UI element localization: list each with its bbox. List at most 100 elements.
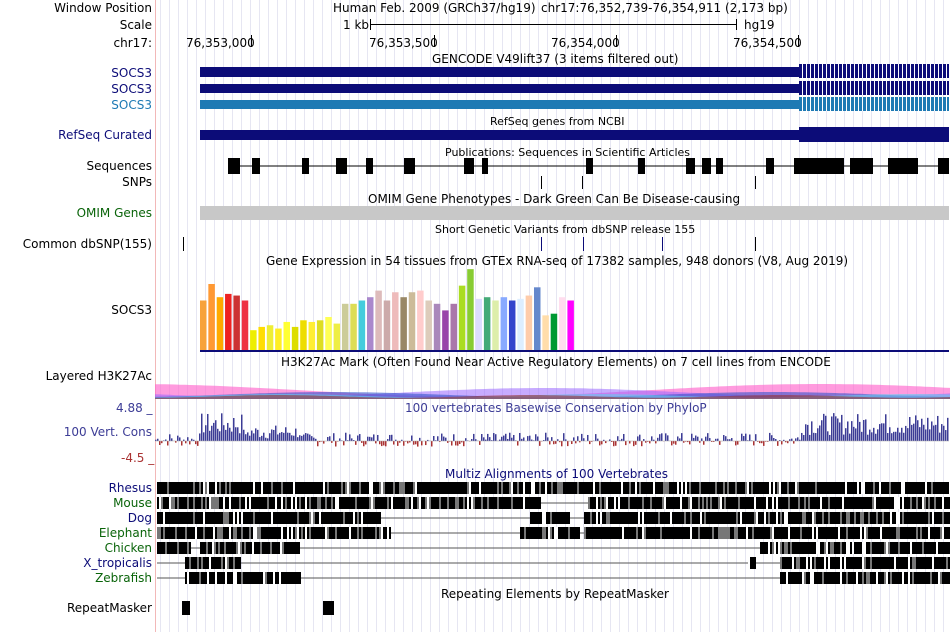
alignment-block	[549, 482, 551, 494]
species-label-rhesus[interactable]: Rhesus	[108, 481, 152, 495]
cons-bar	[355, 441, 357, 445]
alignment-block	[948, 542, 950, 554]
alignment-block	[558, 527, 560, 539]
db-text: hg19	[744, 18, 775, 32]
species-label-zebrafish[interactable]: Zebrafish	[95, 571, 152, 585]
alignment-block	[165, 527, 167, 539]
repeatmasker-label[interactable]: RepeatMasker	[66, 601, 152, 615]
alignment-block	[858, 512, 860, 524]
gtex-label[interactable]: SOCS3	[111, 303, 152, 317]
alignment-block	[812, 542, 814, 554]
species-label-mouse[interactable]: Mouse	[113, 496, 152, 510]
alignment-block	[487, 497, 489, 509]
alignment-block	[796, 512, 798, 524]
alignment-block	[750, 527, 752, 539]
alignment-block	[365, 497, 367, 509]
alignment-block	[554, 512, 556, 524]
alignment-block	[225, 557, 227, 569]
alignment-block	[628, 512, 630, 524]
alignment-block	[920, 572, 922, 584]
alignment-block	[922, 512, 924, 524]
cons-bar	[797, 437, 799, 441]
alignment-block	[551, 482, 553, 494]
alignment-block	[723, 482, 725, 494]
cons-bar	[539, 441, 541, 446]
alignment-block	[205, 572, 207, 584]
alignment-block	[879, 482, 881, 494]
snps-label[interactable]: SNPs	[122, 175, 152, 189]
alignment-block	[397, 482, 399, 494]
alignment-block	[790, 542, 792, 554]
alignment-block	[159, 542, 161, 554]
alignment-block	[780, 557, 782, 569]
alignment-block	[826, 557, 828, 569]
alignment-block	[217, 482, 219, 494]
gencode-item-label[interactable]: SOCS3	[111, 98, 152, 112]
alignment-block	[759, 482, 761, 494]
alignment-block	[547, 482, 549, 494]
dbsnp-label[interactable]: Common dbSNP(155)	[22, 237, 152, 251]
alignment-block	[930, 542, 932, 554]
alignment-block	[821, 482, 823, 494]
alignment-block	[272, 542, 274, 554]
refseq-cds[interactable]	[799, 127, 949, 142]
alignment-block	[746, 527, 748, 539]
repeat-element[interactable]	[323, 601, 334, 615]
alignment-block	[916, 557, 918, 569]
gencode-item-label[interactable]: SOCS3	[111, 82, 152, 96]
alignment-block	[179, 482, 181, 494]
species-label-dog[interactable]: Dog	[127, 511, 152, 525]
species-label-chicken[interactable]: Chicken	[104, 541, 152, 555]
refseq-transcript[interactable]	[200, 130, 799, 140]
alignment-block	[760, 527, 762, 539]
alignment-block	[850, 572, 852, 584]
h3k27ac-label[interactable]: Layered H3K27Ac	[45, 369, 152, 383]
cons-bar	[253, 433, 255, 441]
alignment-block	[213, 482, 215, 494]
alignment-block	[860, 572, 862, 584]
gencode-cds[interactable]	[799, 81, 949, 95]
alignment-block	[389, 482, 391, 494]
alignment-block	[221, 572, 223, 584]
alignment-block	[853, 482, 855, 494]
repeat-element[interactable]	[182, 601, 190, 615]
alignment-block	[940, 557, 942, 569]
gencode-transcript[interactable]	[200, 84, 799, 93]
gencode-item-label[interactable]: SOCS3	[111, 66, 152, 80]
cons-label[interactable]: 100 Vert. Cons	[63, 425, 152, 439]
alignment-block	[323, 482, 325, 494]
alignment-block	[602, 512, 604, 524]
gencode-cds[interactable]	[799, 64, 949, 78]
alignment-block	[830, 497, 832, 509]
cons-bar	[793, 441, 795, 444]
cons-bar	[725, 436, 727, 441]
publications-label[interactable]: Sequences	[86, 159, 152, 173]
species-label-elephant[interactable]: Elephant	[98, 526, 152, 540]
species-label-x-tropicalis[interactable]: X_tropicalis	[83, 556, 152, 570]
alignment-block	[241, 512, 243, 524]
alignment-block	[351, 527, 353, 539]
omim-label[interactable]: OMIM Genes	[76, 206, 152, 220]
alignment-block	[910, 527, 912, 539]
alignment-block	[626, 497, 628, 509]
alignment-block	[894, 497, 896, 509]
cons-bar	[753, 441, 755, 446]
alignment-block	[433, 482, 435, 494]
alignment-block	[820, 497, 822, 509]
alignment-block	[838, 557, 840, 569]
gencode-transcript[interactable]	[200, 67, 799, 77]
alignment-block	[191, 497, 193, 509]
alignment-block	[661, 482, 663, 494]
alignment-block	[762, 512, 764, 524]
alignment-block	[269, 512, 271, 524]
alignment-block	[696, 497, 698, 509]
omim-gene-bar[interactable]	[200, 206, 949, 220]
refseq-label[interactable]: RefSeq Curated	[58, 128, 152, 142]
gencode-cds[interactable]	[799, 97, 949, 111]
alignment-block	[361, 482, 363, 494]
alignment-block	[725, 482, 727, 494]
alignment-block	[610, 527, 612, 539]
alignment-block	[832, 557, 834, 569]
alignment-block	[333, 527, 335, 539]
gencode-transcript[interactable]	[200, 100, 799, 109]
